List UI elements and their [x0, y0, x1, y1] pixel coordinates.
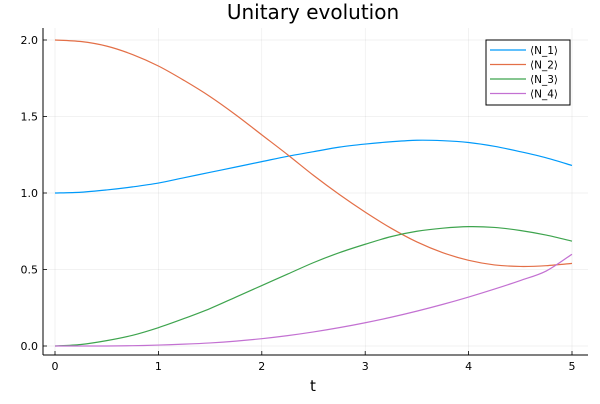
x-tick-label: 2	[258, 360, 265, 373]
series-line-2	[54, 39, 573, 268]
y-tick-label: 0.5	[21, 264, 39, 277]
axes-layer	[42, 28, 588, 356]
legend: ⟨N_1⟩ ⟨N_2⟩ ⟨N_3⟩ ⟨N_4⟩	[485, 39, 571, 106]
y-tick-label: 0.0	[21, 340, 39, 353]
series-line-4	[55, 253, 573, 347]
series-layer	[54, 39, 573, 347]
legend-items: ⟨N_1⟩ ⟨N_2⟩ ⟨N_3⟩ ⟨N_4⟩	[490, 45, 558, 101]
legend-label-3: ⟨N_3⟩	[530, 74, 558, 86]
x-tick-label: 4	[465, 360, 472, 373]
x-axis-label: t	[310, 377, 316, 395]
x-tick-label: 5	[569, 360, 576, 373]
y-tick-label: 2.0	[21, 34, 39, 47]
legend-label-2: ⟨N_2⟩	[530, 60, 558, 72]
series-line-1	[54, 139, 573, 194]
x-tick-label: 3	[362, 360, 369, 373]
chart-title: Unitary evolution	[227, 0, 399, 24]
legend-label-4: ⟨N_4⟩	[530, 89, 558, 101]
y-tick-label: 1.0	[21, 187, 39, 200]
x-tick-label: 1	[155, 360, 162, 373]
x-tick-label: 0	[52, 360, 59, 373]
y-tick-label: 1.5	[21, 111, 39, 124]
ticks-layer: 0 1 2 3 4 5 0.0 0.5 1.0 1.5 2.0	[21, 34, 576, 373]
series-line-3	[54, 226, 573, 347]
legend-label-1: ⟨N_1⟩	[530, 45, 558, 57]
legend-box	[485, 39, 571, 106]
